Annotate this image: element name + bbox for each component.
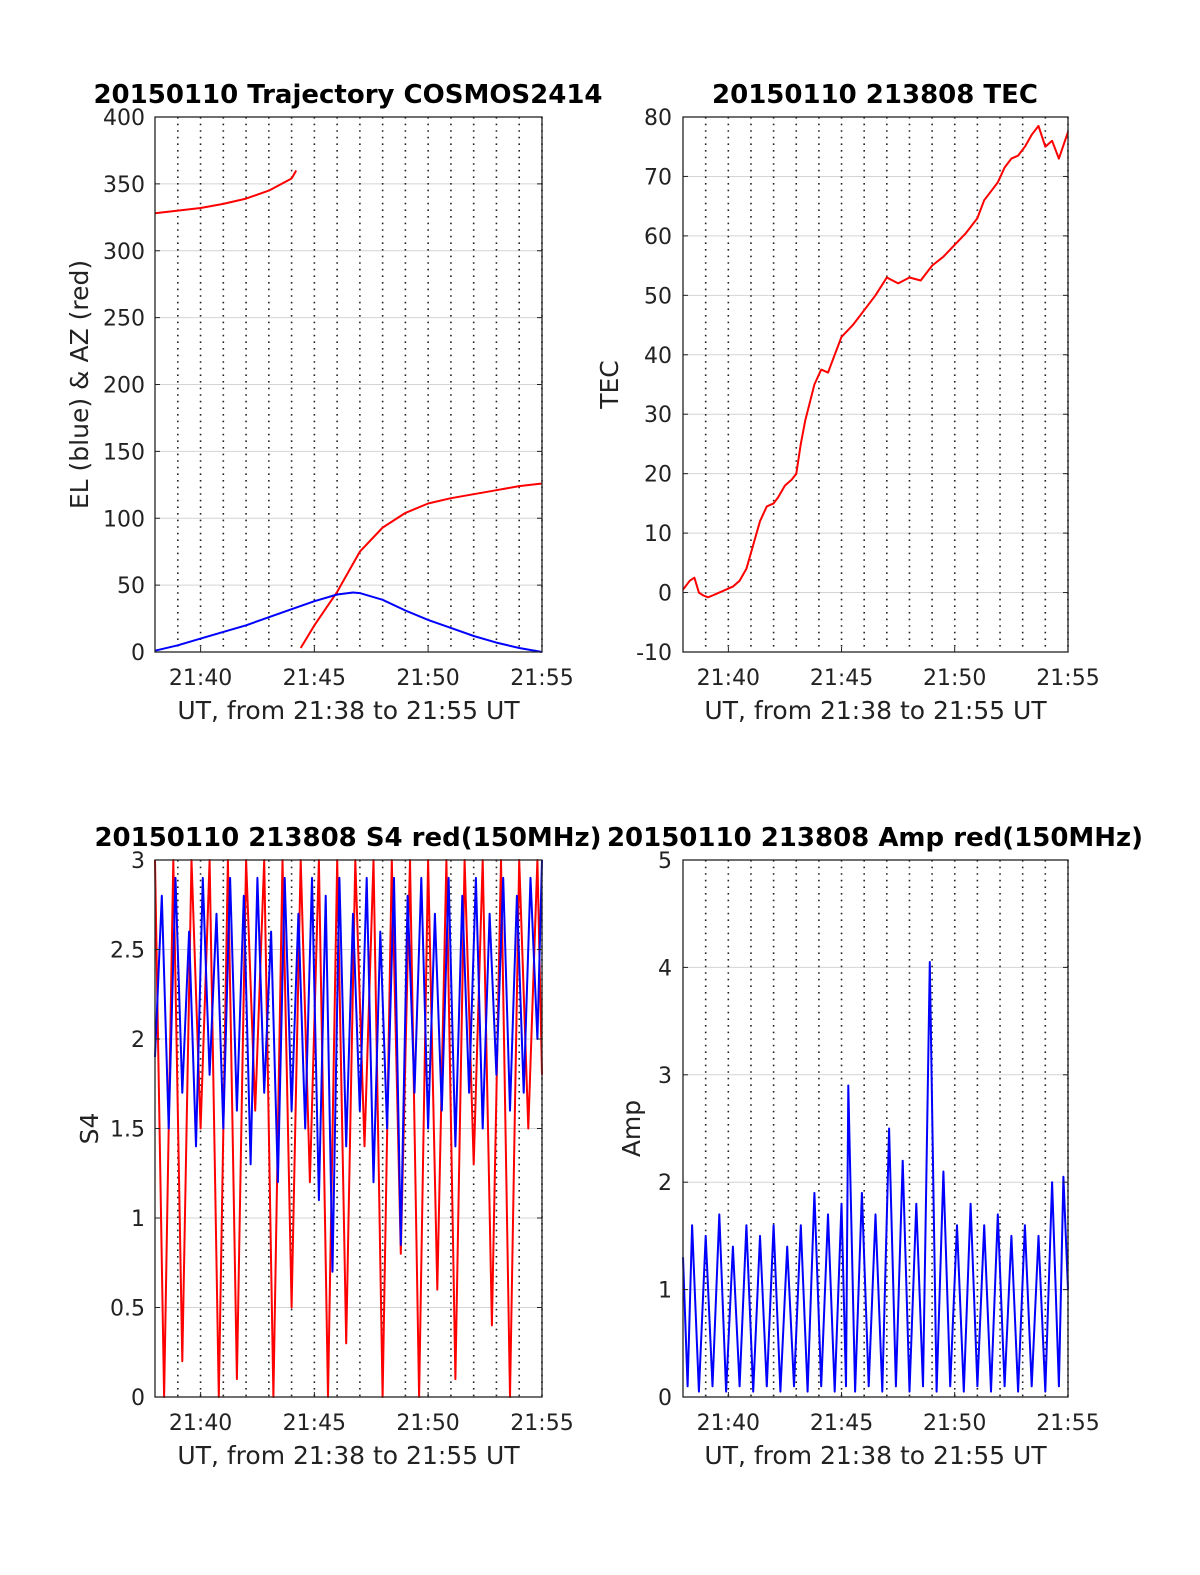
- s4-xtick-label: 21:55: [510, 1411, 573, 1436]
- s4-panel: 0 0.5 1 1.5 2 2.5 3 21:40 21:45 21:50 21:55 2015011…: [75, 823, 602, 1470]
- trajectory-ytick-label: 300: [103, 240, 145, 265]
- trajectory-ytick-label: 50: [117, 574, 145, 599]
- amp-axes-frame: [682, 859, 1069, 1398]
- amp-xtick-label: 21:55: [1036, 1411, 1099, 1436]
- trajectory-x-axis-label: UT, from 21:38 to 21:55 UT: [177, 696, 520, 725]
- tec-y-axis-label: TEC: [595, 360, 624, 410]
- amp-ytick-label: 1: [658, 1279, 672, 1304]
- amp-x-axis-label: UT, from 21:38 to 21:55 UT: [704, 1441, 1047, 1470]
- tec-ytick-label: 70: [644, 165, 672, 190]
- trajectory-series-red-line: [154, 170, 543, 649]
- s4-x-axis-label: UT, from 21:38 to 21:55 UT: [177, 1441, 520, 1470]
- s4-series-red-line: [154, 859, 543, 1398]
- amp-y-axis-label: Amp: [617, 1100, 646, 1157]
- amp-series-blue-line: [682, 961, 1069, 1393]
- amp-panel: 0 1 2 3 4 5 21:40 21:45 21:50 21:55 20150110 21380…: [607, 823, 1143, 1470]
- amp-ytick-label: 4: [658, 956, 672, 981]
- trajectory-ytick-label: 100: [103, 507, 145, 532]
- amp-title: 20150110 213808 Amp red(150MHz): [607, 823, 1143, 853]
- tec-axes-frame: [682, 116, 1069, 653]
- amp-ytick-label: 0: [658, 1386, 672, 1411]
- s4-xtick-label: 21:50: [396, 1411, 459, 1436]
- trajectory-xtick-label: 21:50: [396, 666, 459, 691]
- s4-ytick-label: 2.5: [110, 939, 145, 964]
- tec-xtick-label: 21:55: [1036, 666, 1099, 691]
- tec-ytick-label: 10: [644, 522, 672, 547]
- s4-xtick-label: 21:45: [283, 1411, 346, 1436]
- trajectory-xtick-label: 21:40: [169, 666, 232, 691]
- trajectory-ytick-label: 400: [103, 106, 145, 131]
- trajectory-ytick-label: 200: [103, 374, 145, 399]
- tec-ytick-label: 30: [644, 403, 672, 428]
- tec-panel: -10 0 10 20 30 40 50 60 70 80 21:40 21:45 21:50 21:55…: [595, 80, 1100, 725]
- amp-ytick-label: 2: [658, 1171, 672, 1196]
- trajectory-ytick-label: 0: [131, 641, 145, 666]
- trajectory-ytick-label: 150: [103, 440, 145, 465]
- tec-ytick-label: 50: [644, 284, 672, 309]
- s4-title: 20150110 213808 S4 red(150MHz): [94, 823, 601, 853]
- tec-ytick-label: 20: [644, 463, 672, 488]
- amp-xtick-label: 21:40: [697, 1411, 760, 1436]
- amp-ytick-label: 3: [658, 1064, 672, 1089]
- trajectory-title: 20150110 Trajectory COSMOS2414: [93, 80, 602, 110]
- tec-title: 20150110 213808 TEC: [712, 80, 1038, 110]
- trajectory-xtick-label: 21:55: [510, 666, 573, 691]
- s4-ytick-label: 2: [131, 1028, 145, 1053]
- s4-ytick-label: 1.5: [110, 1118, 145, 1143]
- trajectory-y-axis-label: EL (blue) & AZ (red): [65, 260, 94, 509]
- s4-series-blue-line: [154, 859, 543, 1273]
- s4-ytick-label: 0: [131, 1386, 145, 1411]
- amp-xtick-label: 21:45: [810, 1411, 873, 1436]
- tec-x-axis-label: UT, from 21:38 to 21:55 UT: [704, 696, 1047, 725]
- tec-ytick-label: 0: [658, 582, 672, 607]
- s4-y-axis-label: S4: [75, 1113, 104, 1145]
- tec-xtick-label: 21:40: [697, 666, 760, 691]
- s4-xtick-label: 21:40: [169, 1411, 232, 1436]
- tec-ytick-label: 60: [644, 225, 672, 250]
- s4-ytick-label: 1: [131, 1207, 145, 1232]
- trajectory-series-blue-line: [154, 591, 543, 653]
- tec-ytick-label: -10: [636, 641, 672, 666]
- amp-ytick-label: 5: [658, 849, 672, 874]
- tec-xtick-label: 21:50: [923, 666, 986, 691]
- trajectory-xtick-label: 21:45: [283, 666, 346, 691]
- amp-xtick-label: 21:50: [923, 1411, 986, 1436]
- s4-ytick-label: 3: [131, 849, 145, 874]
- tec-ytick-label: 80: [644, 106, 672, 131]
- trajectory-ytick-label: 350: [103, 173, 145, 198]
- s4-ytick-label: 0.5: [110, 1297, 145, 1322]
- tec-ytick-label: 40: [644, 344, 672, 369]
- tec-series-red-line: [682, 124, 1069, 599]
- trajectory-panel: 0 50 100 150 200 250 300 350 400 21:40 21:45 21:50 2…: [65, 80, 603, 725]
- trajectory-ytick-label: 250: [103, 307, 145, 332]
- tec-xtick-label: 21:45: [810, 666, 873, 691]
